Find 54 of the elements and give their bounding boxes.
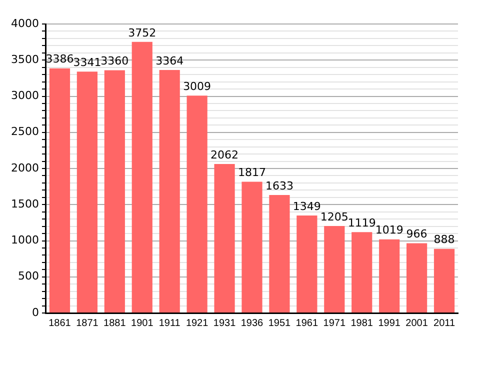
data-label: 1633 [265, 179, 294, 192]
y-tick-label: 2000 [10, 161, 39, 174]
x-tick-label: 2001 [406, 318, 428, 329]
x-tick-label: 1961 [296, 318, 318, 329]
data-label: 1817 [238, 166, 266, 180]
y-tick-label: 3000 [10, 89, 39, 102]
data-label: 2062 [210, 148, 239, 162]
y-tick-label: 3500 [10, 52, 39, 66]
y-tick-label: 4000 [10, 16, 39, 30]
x-tick-label: 1911 [158, 318, 181, 329]
data-label: 3009 [183, 80, 212, 93]
data-label: 3386 [46, 52, 74, 66]
bar [132, 42, 152, 312]
bar [76, 72, 98, 312]
bar [406, 243, 428, 312]
data-label: 3752 [128, 26, 156, 40]
data-label: 966 [406, 228, 428, 241]
x-tick-label: 1981 [350, 318, 374, 329]
bar [352, 232, 372, 312]
data-label: 1205 [320, 210, 348, 224]
x-tick-label: 1871 [76, 318, 99, 329]
x-tick-label: 1931 [213, 318, 236, 329]
x-tick-label: 1861 [48, 318, 72, 329]
bar [269, 195, 290, 312]
x-tick-label: 1921 [186, 318, 209, 329]
bar [104, 70, 125, 312]
data-label: 1019 [375, 224, 404, 237]
bar [159, 70, 180, 312]
y-tick-label: 2500 [10, 125, 39, 138]
x-tick-label: 2011 [434, 318, 456, 329]
x-tick-label: 1951 [268, 318, 292, 329]
y-tick-label: 1500 [10, 197, 39, 210]
bar [379, 239, 400, 312]
bar [324, 226, 345, 312]
bar [214, 164, 235, 312]
bar [49, 68, 70, 312]
x-tick-label: 1901 [131, 318, 154, 329]
data-label: 1119 [348, 216, 376, 230]
data-label: 888 [434, 233, 455, 246]
y-tick-label: 500 [18, 270, 39, 283]
data-label: 3360 [100, 54, 129, 68]
bar [242, 182, 262, 312]
x-tick-label: 1936 [240, 318, 264, 329]
data-label: 3341 [73, 56, 102, 69]
x-tick-label: 1991 [378, 318, 401, 329]
y-tick-label: 0 [32, 306, 39, 319]
bar [296, 216, 318, 312]
y-tick-label: 1000 [10, 234, 39, 247]
x-tick-label: 1971 [323, 318, 346, 329]
x-tick-label: 1881 [104, 318, 126, 329]
data-label: 3364 [156, 54, 184, 68]
bar [186, 96, 208, 312]
data-label: 1349 [292, 200, 321, 213]
bar [434, 248, 455, 312]
